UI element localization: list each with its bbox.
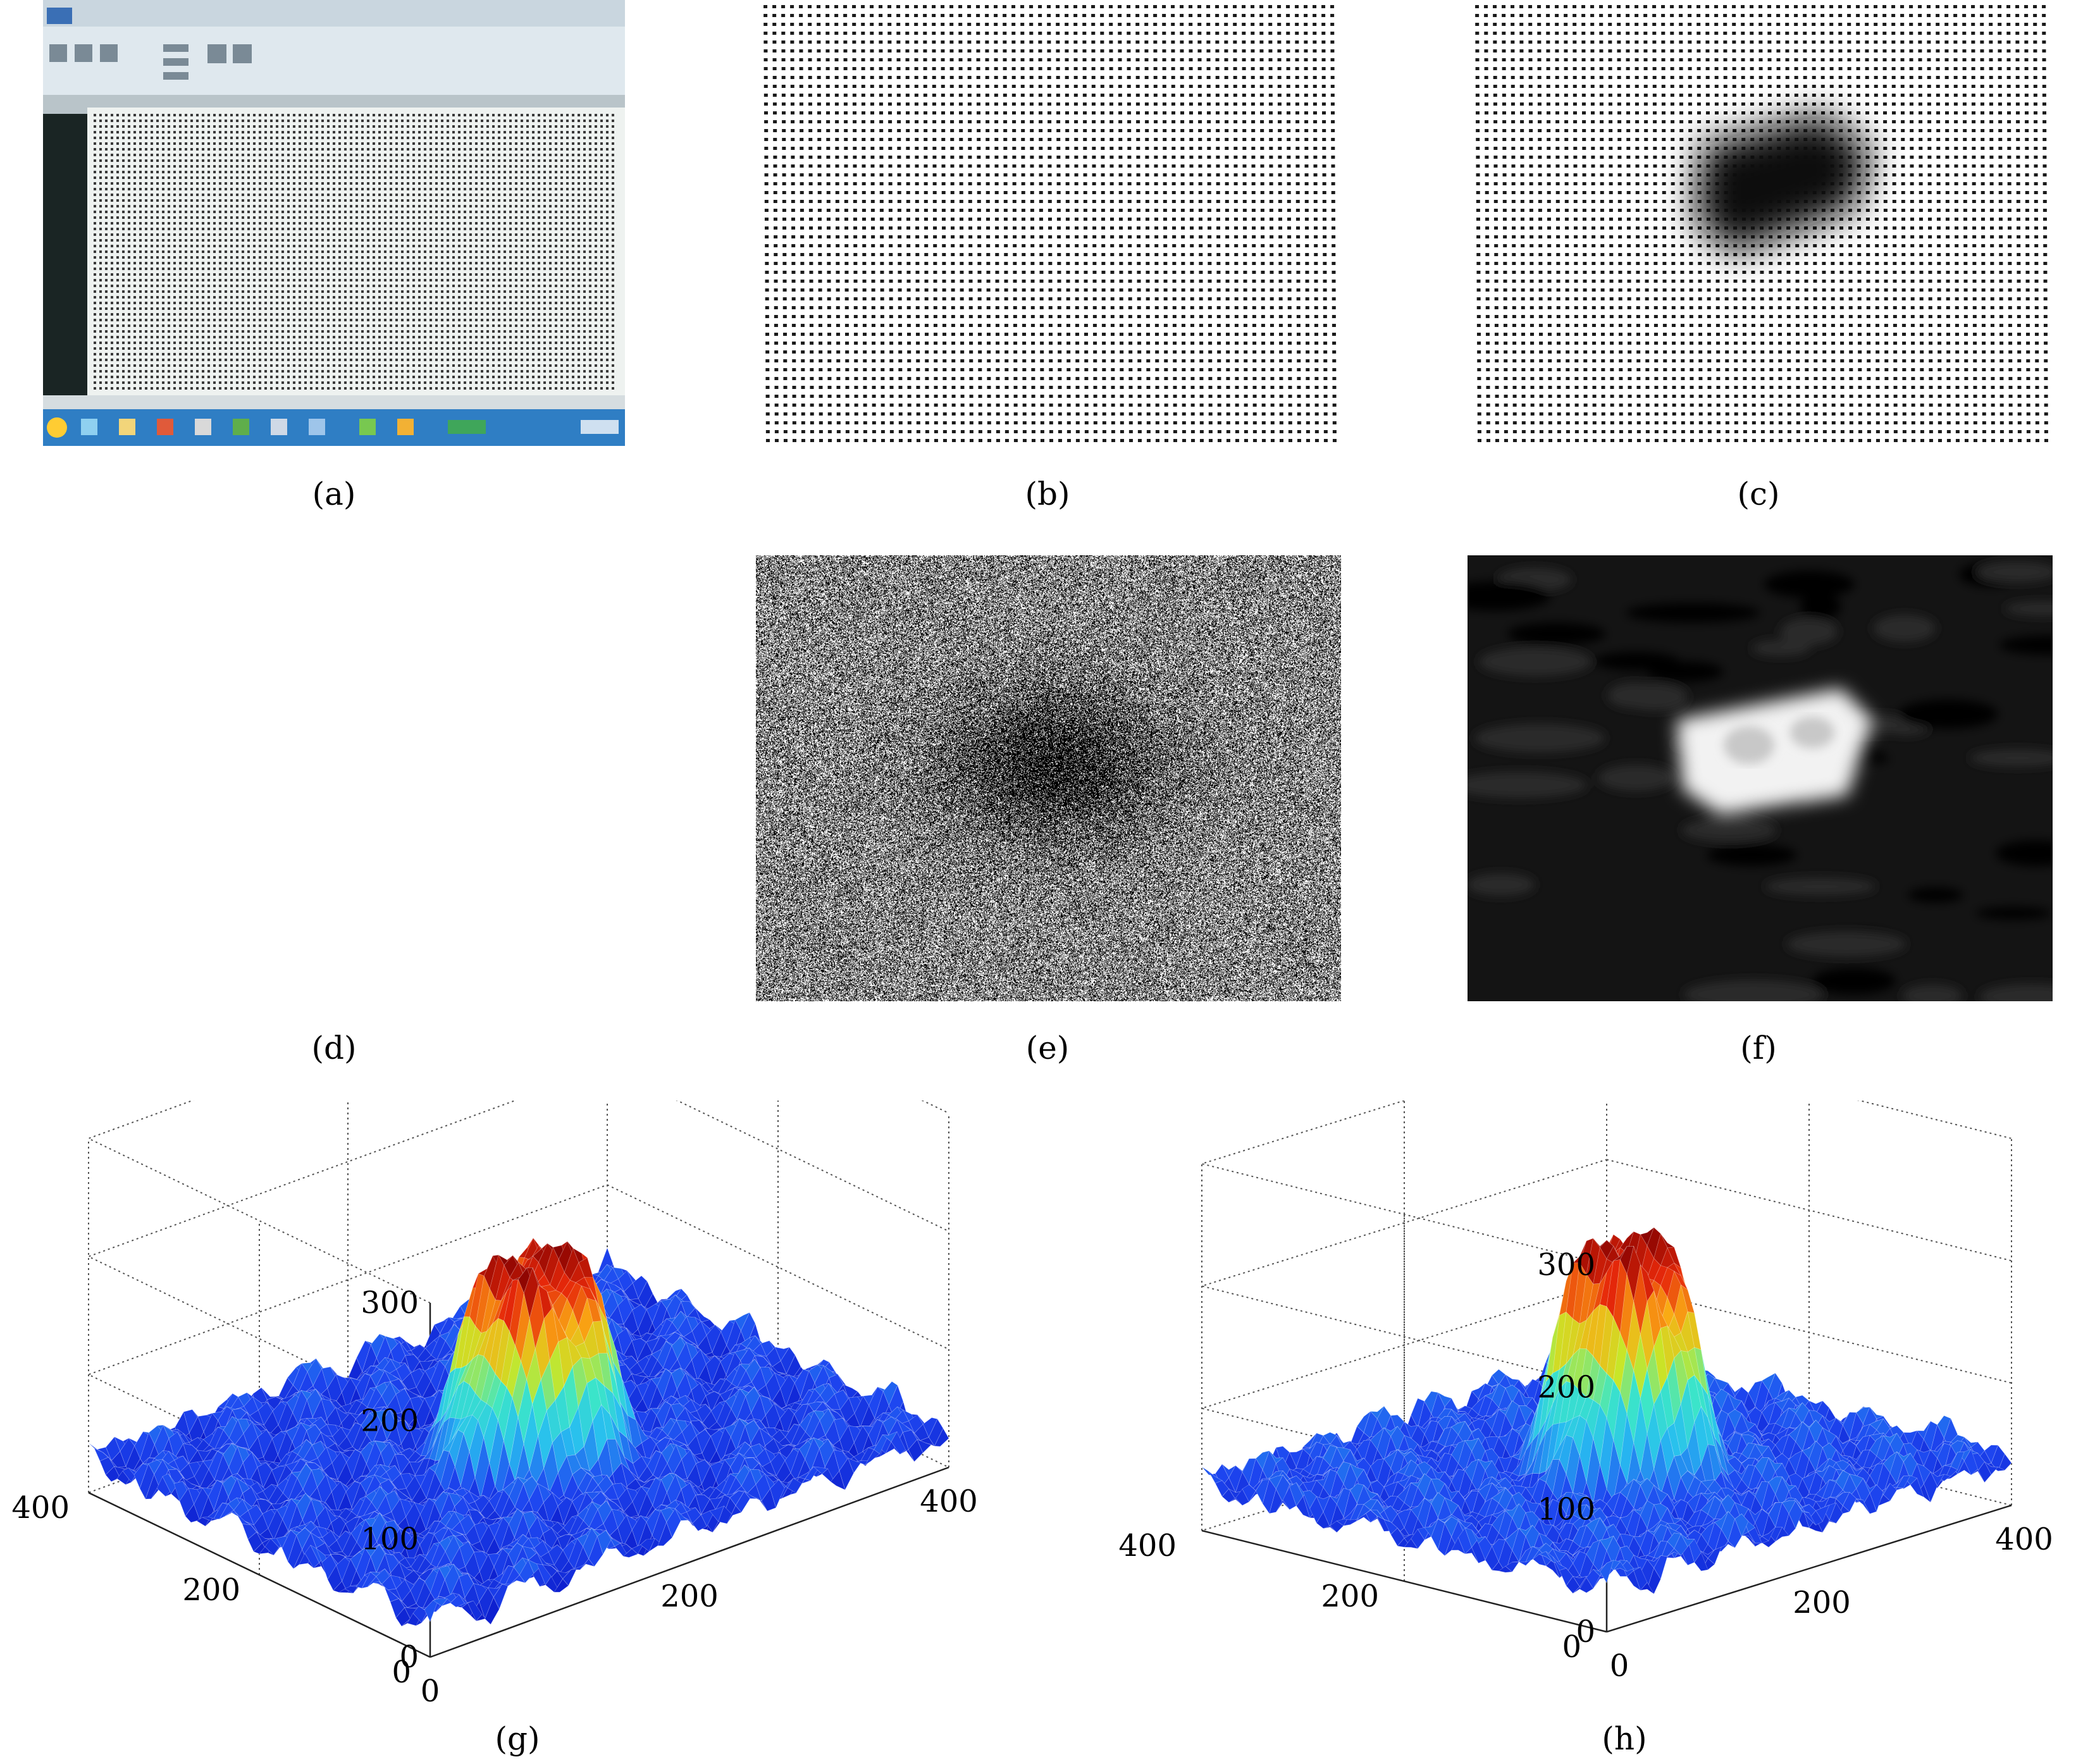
- y-tick-label: 200: [1321, 1579, 1379, 1614]
- z-tick-label: 0: [399, 1639, 419, 1675]
- y-tick-label: 400: [11, 1490, 70, 1526]
- caption-e: (e): [1025, 1030, 1070, 1066]
- surface-mesh: [88, 1237, 949, 1627]
- surface-plot-h: 0 100 200 300 400 200 00 200 400: [1118, 1101, 2053, 1684]
- panel-b-dot-grid: [756, 0, 1341, 446]
- caption-a: (a): [312, 476, 356, 512]
- z-tick-label: 200: [1537, 1369, 1595, 1405]
- caption-f: (f): [1740, 1030, 1777, 1066]
- x-tick-label: 400: [920, 1484, 978, 1519]
- panel-h-surface-plot: 0 100 200 300 400 200 0 0 200 400: [1088, 1101, 2095, 1733]
- caption-h: (h): [1602, 1720, 1647, 1757]
- z-tick-label: 100: [361, 1521, 419, 1557]
- caption-g: (g): [495, 1720, 540, 1757]
- z-tick-label: 0: [1576, 1614, 1595, 1650]
- x-tick-label: 200: [660, 1579, 719, 1614]
- tick-labels: 0 100 200 300 400 200 00 200 400: [11, 1285, 977, 1709]
- z-tick-label: 200: [361, 1403, 419, 1439]
- x-tick-label: 0: [421, 1674, 440, 1709]
- caption-b: (b): [1025, 476, 1070, 512]
- occluding-object: [1695, 114, 1872, 253]
- surface-mesh: [1201, 1226, 2012, 1594]
- dot-grid-image: [763, 5, 1337, 442]
- reconstruction-image: [1468, 555, 2053, 1001]
- x-tick-label: 0: [1610, 1648, 1629, 1684]
- y-tick-label: 200: [182, 1572, 240, 1608]
- noise-image: [756, 555, 1341, 1001]
- y-tick-label: 0: [1562, 1629, 1581, 1665]
- panel-f-reconstruction: [1468, 555, 2053, 1001]
- caption-c: (c): [1737, 476, 1780, 512]
- panel-a-photo: [43, 0, 625, 446]
- z-tick-label: 300: [361, 1285, 419, 1321]
- z-tick-label: 100: [1537, 1492, 1595, 1527]
- surface-plot-g: 0 100 200 300 400 200 00 200 400: [11, 1101, 978, 1709]
- caption-d: (d): [311, 1030, 357, 1066]
- dot-grid-with-object-image: [1475, 5, 2048, 442]
- panel-e-noise: [756, 555, 1341, 1001]
- dot-grid: [763, 5, 1337, 442]
- tick-labels: 0 100 200 300 400 200 00 200 400: [1118, 1247, 2053, 1684]
- z-tick-label: 300: [1537, 1247, 1595, 1283]
- panel-g-surface-plot: 0 100 200 300 400 200 0 0 200 400: [0, 1101, 1012, 1733]
- x-tick-label: 400: [1995, 1522, 2053, 1557]
- panel-c-dot-grid-occluded: [1468, 0, 2053, 446]
- screen-photo-drawing: [43, 0, 625, 446]
- y-tick-label: 400: [1118, 1528, 1177, 1564]
- y-tick-label: 0: [392, 1655, 411, 1690]
- x-tick-label: 200: [1793, 1585, 1851, 1620]
